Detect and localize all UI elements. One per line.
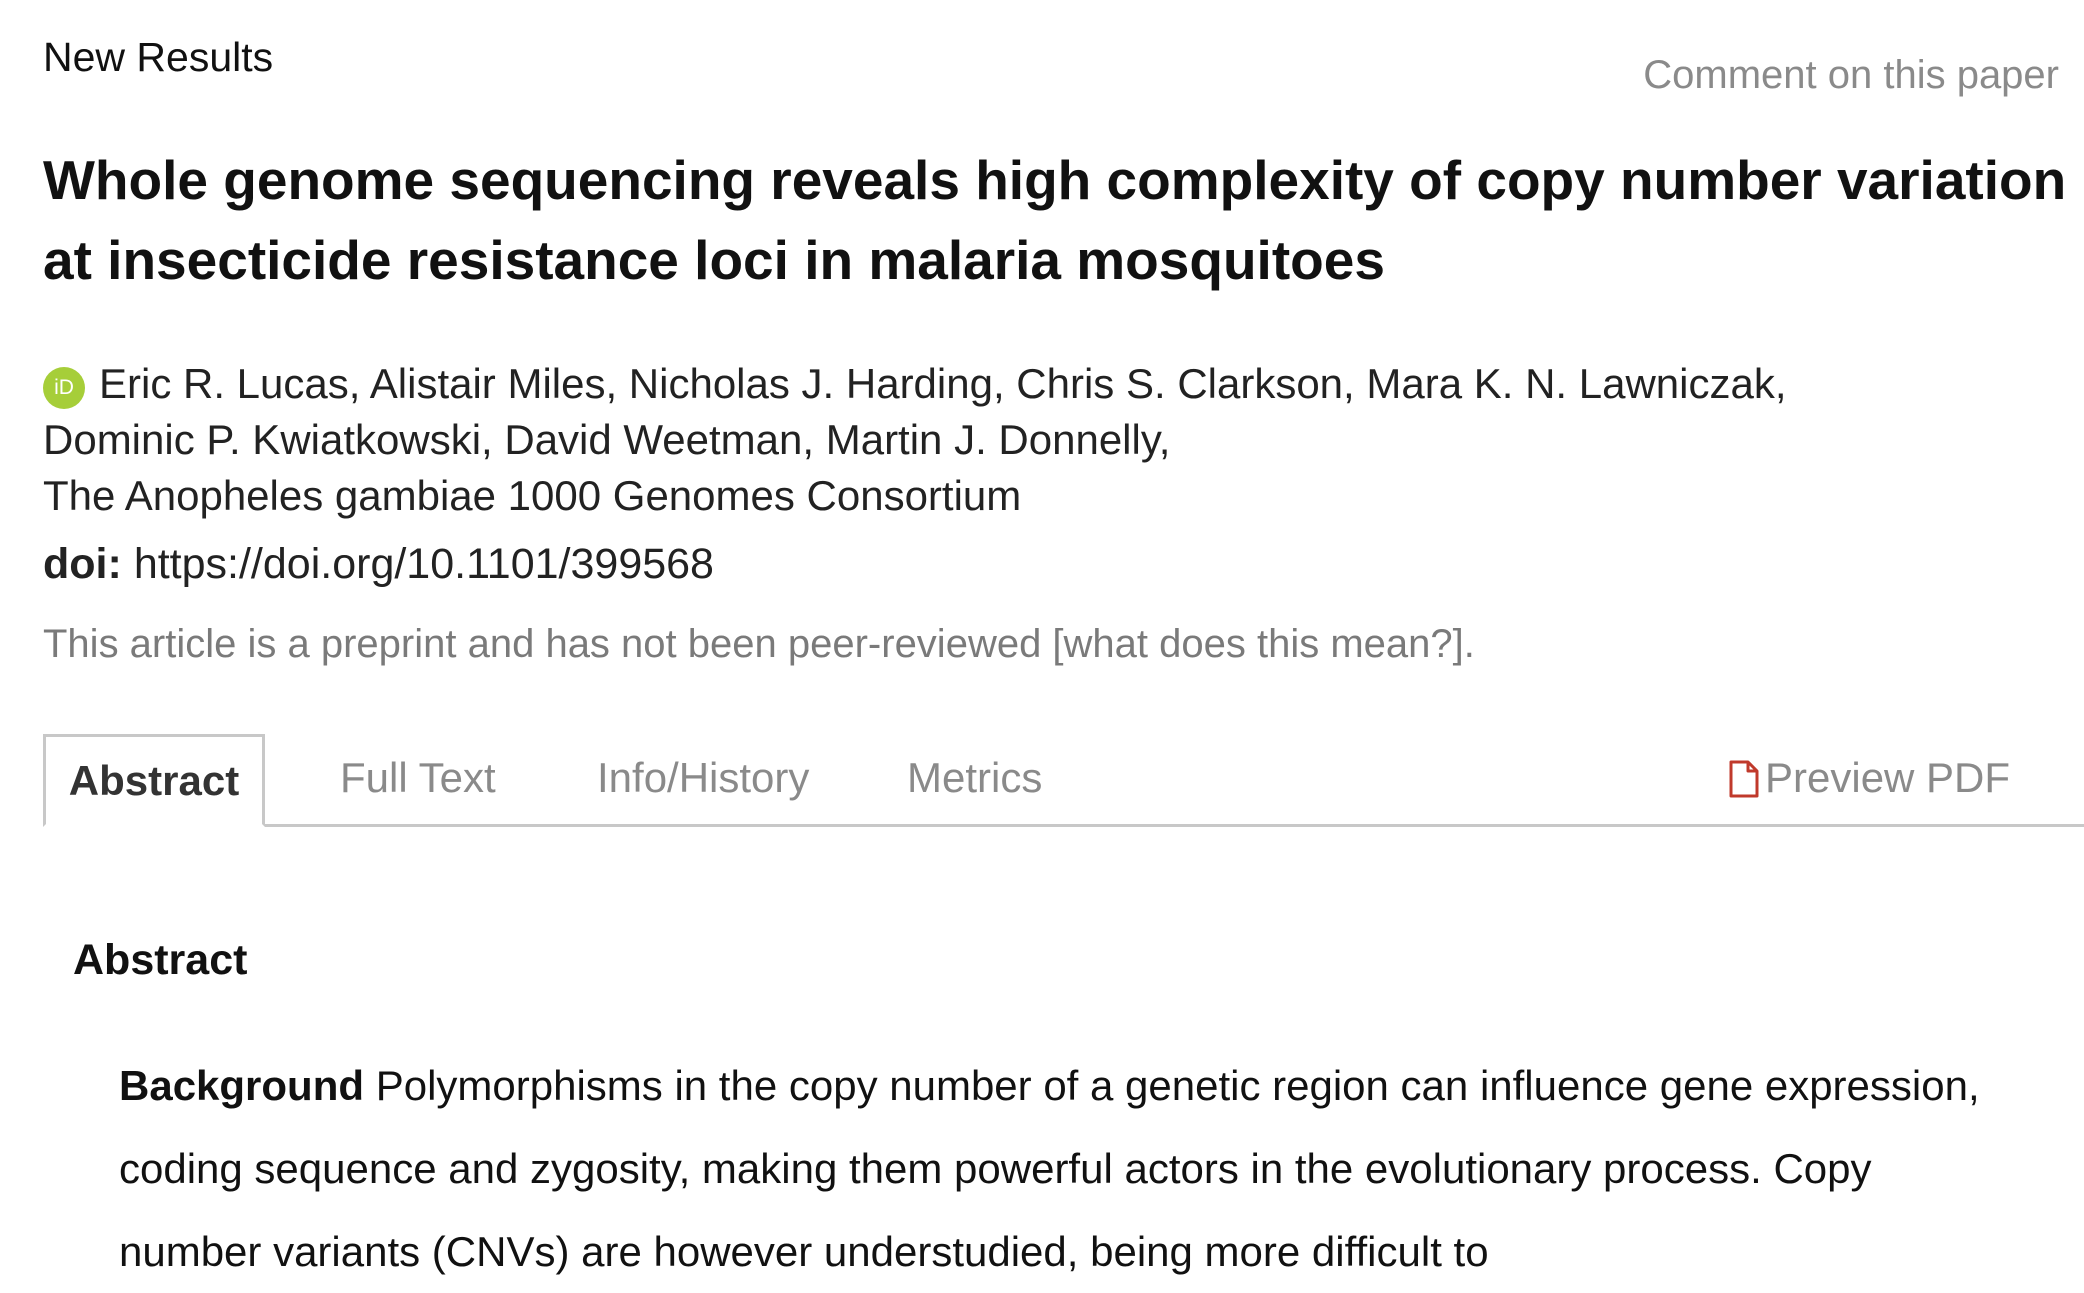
doi-link[interactable]: https://doi.org/10.1101/399568	[133, 540, 714, 588]
comment-on-paper-link[interactable]: Comment on this paper	[1643, 53, 2059, 97]
article-category: New Results	[43, 34, 274, 80]
doi-label: doi:	[43, 540, 122, 588]
author-list: iD Eric R. Lucas, Alistair Miles, Nichola…	[43, 356, 2043, 524]
preprint-notice[interactable]: This article is a preprint and has not b…	[43, 622, 1475, 666]
tab-info-history[interactable]: Info/History	[597, 754, 810, 801]
authors-text-1[interactable]: Eric R. Lucas, Alistair Miles, Nicholas …	[99, 360, 1787, 407]
preview-pdf-button[interactable]: Preview PDF	[1729, 734, 2010, 822]
orcid-icon[interactable]: iD	[43, 367, 85, 409]
background-label: Background	[119, 1062, 365, 1109]
authors-text-3[interactable]: The Anopheles gambiae 1000 Genomes Conso…	[43, 472, 1022, 519]
tab-metrics[interactable]: Metrics	[907, 754, 1043, 801]
pdf-file-icon	[1729, 740, 1759, 828]
abstract-heading: Abstract	[73, 936, 248, 984]
abstract-paragraph: Background Polymorphisms in the copy num…	[119, 1044, 2009, 1293]
tab-full-text[interactable]: Full Text	[340, 754, 496, 801]
article-title: Whole genome sequencing reveals high com…	[43, 149, 2067, 291]
authors-text-2[interactable]: Dominic P. Kwiatkowski, David Weetman, M…	[43, 416, 1171, 463]
background-text: Polymorphisms in the copy number of a ge…	[119, 1062, 1980, 1275]
tab-abstract[interactable]: Abstract	[43, 734, 265, 827]
author-line-1: iD Eric R. Lucas, Alistair Miles, Nichola…	[43, 356, 2043, 412]
article-tabs: Abstract Full Text Info/History Metrics …	[43, 734, 2084, 827]
doi-row: doi: https://doi.org/10.1101/399568	[43, 540, 714, 589]
preview-pdf-label: Preview PDF	[1765, 754, 2011, 801]
